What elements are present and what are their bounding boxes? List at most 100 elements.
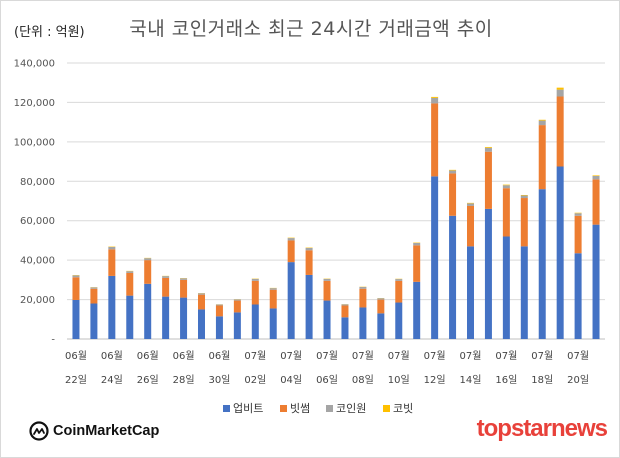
bar-segment-korbit <box>449 169 457 171</box>
x-tick-label-month: 06월 <box>173 350 195 362</box>
x-tick-label-month: 07월 <box>316 350 338 362</box>
y-tick-label: 80,000 <box>20 177 55 188</box>
x-tick-label-month: 07월 <box>280 350 302 362</box>
bar-segment-upbit <box>574 253 582 339</box>
legend-swatch-bithumb <box>280 405 287 412</box>
bar-segment-bithumb <box>538 125 546 190</box>
bar-segment-bithumb <box>144 260 152 284</box>
x-tick-label-day: 28일 <box>173 374 195 386</box>
gridlines <box>67 62 605 340</box>
x-tick-label-day: 10일 <box>388 374 410 386</box>
bar-segment-bithumb <box>413 245 421 282</box>
bar-segment-coinone <box>377 298 385 300</box>
bar-segment-bithumb <box>467 205 474 247</box>
bar-segment-bithumb <box>395 280 403 303</box>
bar-segment-coinone <box>323 278 331 281</box>
x-tick-label-day: 12일 <box>424 374 446 386</box>
x-tick-label-month: 06월 <box>65 350 87 362</box>
x-tick-label-month: 07월 <box>460 350 482 362</box>
bar-segment-upbit <box>395 302 403 339</box>
bar-segment-upbit <box>413 281 421 339</box>
bar-segment-upbit <box>341 317 349 339</box>
bar-segment-coinone <box>180 278 188 280</box>
x-tick-label-month: 07월 <box>388 350 410 362</box>
bar-segment-bithumb <box>305 250 313 275</box>
bar-segment-bithumb <box>574 215 582 254</box>
x-tick-label-day: 22일 <box>65 374 87 386</box>
bar-segment-upbit <box>72 299 80 339</box>
bar-segment-upbit <box>233 312 241 339</box>
bar-segment-upbit <box>359 307 367 339</box>
bar-segment-bithumb <box>449 173 457 216</box>
x-tick-label-month: 07월 <box>244 350 266 362</box>
bar-segment-upbit <box>215 316 223 339</box>
bar-segment-bithumb <box>359 288 367 308</box>
y-tick-label: 140,000 <box>14 59 55 70</box>
bar-segment-coinone <box>215 304 223 306</box>
bar-segment-upbit <box>592 224 600 339</box>
bar-segment-coinone <box>144 258 152 261</box>
topstarnews-logo: topstarnews <box>476 415 608 442</box>
bar-segment-coinone <box>251 278 259 281</box>
coinmarketcap-logo-icon <box>29 421 49 441</box>
bar-segment-bithumb <box>287 240 295 263</box>
bar-segment-bithumb <box>592 179 600 225</box>
x-tick-label-day: 06일 <box>316 374 338 386</box>
bar-segment-coinone <box>233 299 241 301</box>
x-tick-label-day: 08일 <box>352 374 374 386</box>
bar-segment-bithumb <box>377 299 385 314</box>
bar-segment-bithumb <box>215 305 223 317</box>
bar-segment-upbit <box>449 215 457 339</box>
bar-segment-upbit <box>108 275 116 339</box>
y-tick-label: 100,000 <box>14 137 55 148</box>
bar-segment-coinone <box>126 271 134 273</box>
bar-segment-bithumb <box>198 294 205 310</box>
bar-segment-coinone <box>413 242 421 246</box>
bar-segment-upbit <box>377 313 385 339</box>
coinmarketcap-logo-text: CoinMarketCap <box>53 423 160 439</box>
bar-segment-bithumb <box>126 272 134 296</box>
bar-segment-bithumb <box>180 279 188 298</box>
bar-segment-bithumb <box>108 249 116 276</box>
bar-segment-coinone <box>538 120 546 126</box>
bar-segment-upbit <box>126 295 134 339</box>
bar-segment-coinone <box>431 97 439 104</box>
bar-segment-upbit <box>251 304 259 339</box>
x-tick-label-month: 07월 <box>567 350 589 362</box>
bar-segment-upbit <box>467 246 474 339</box>
bar-segment-coinone <box>359 286 367 289</box>
bar-segment-upbit <box>484 208 492 339</box>
y-tick-label: 20,000 <box>20 295 55 306</box>
bar-segment-coinone <box>162 276 170 278</box>
x-tick-label-day: 24일 <box>101 374 123 386</box>
bar-segment-coinone <box>269 288 277 290</box>
bar-segment-bithumb <box>269 289 277 309</box>
bars <box>72 87 600 339</box>
legend-label-korbit: 코빗 <box>393 402 413 415</box>
bar-segment-korbit <box>556 87 564 90</box>
bar-segment-upbit <box>90 303 98 339</box>
bar-segment-upbit <box>144 283 152 339</box>
x-tick-label-month: 07월 <box>352 350 374 362</box>
bar-segment-upbit <box>180 297 188 339</box>
y-tick-label: - <box>51 335 55 346</box>
bar-segment-upbit <box>198 309 205 339</box>
bar-segment-bithumb <box>502 188 510 237</box>
legend-label-upbit: 업비트 <box>233 402 263 415</box>
bar-segment-coinone <box>287 238 295 241</box>
bar-segment-coinone <box>574 213 582 216</box>
bar-segment-coinone <box>90 287 98 289</box>
x-axis: 06월 22일 06월 24일 06월 26일 06월 28일 06월 30일 07월 02일 07월 0… <box>65 350 589 386</box>
bar-segment-korbit <box>592 175 600 176</box>
x-tick-label-day: 18일 <box>531 374 553 386</box>
bar-segment-coinone <box>305 247 313 251</box>
x-tick-label-day: 16일 <box>495 374 517 386</box>
bar-segment-coinone <box>520 195 528 199</box>
x-tick-label-day: 02일 <box>244 374 266 386</box>
bar-segment-bithumb <box>431 103 439 177</box>
legend-swatch-upbit <box>223 405 230 412</box>
bar-segment-bithumb <box>72 277 80 300</box>
y-tick-label: 60,000 <box>20 216 55 227</box>
bar-segment-upbit <box>431 176 439 339</box>
